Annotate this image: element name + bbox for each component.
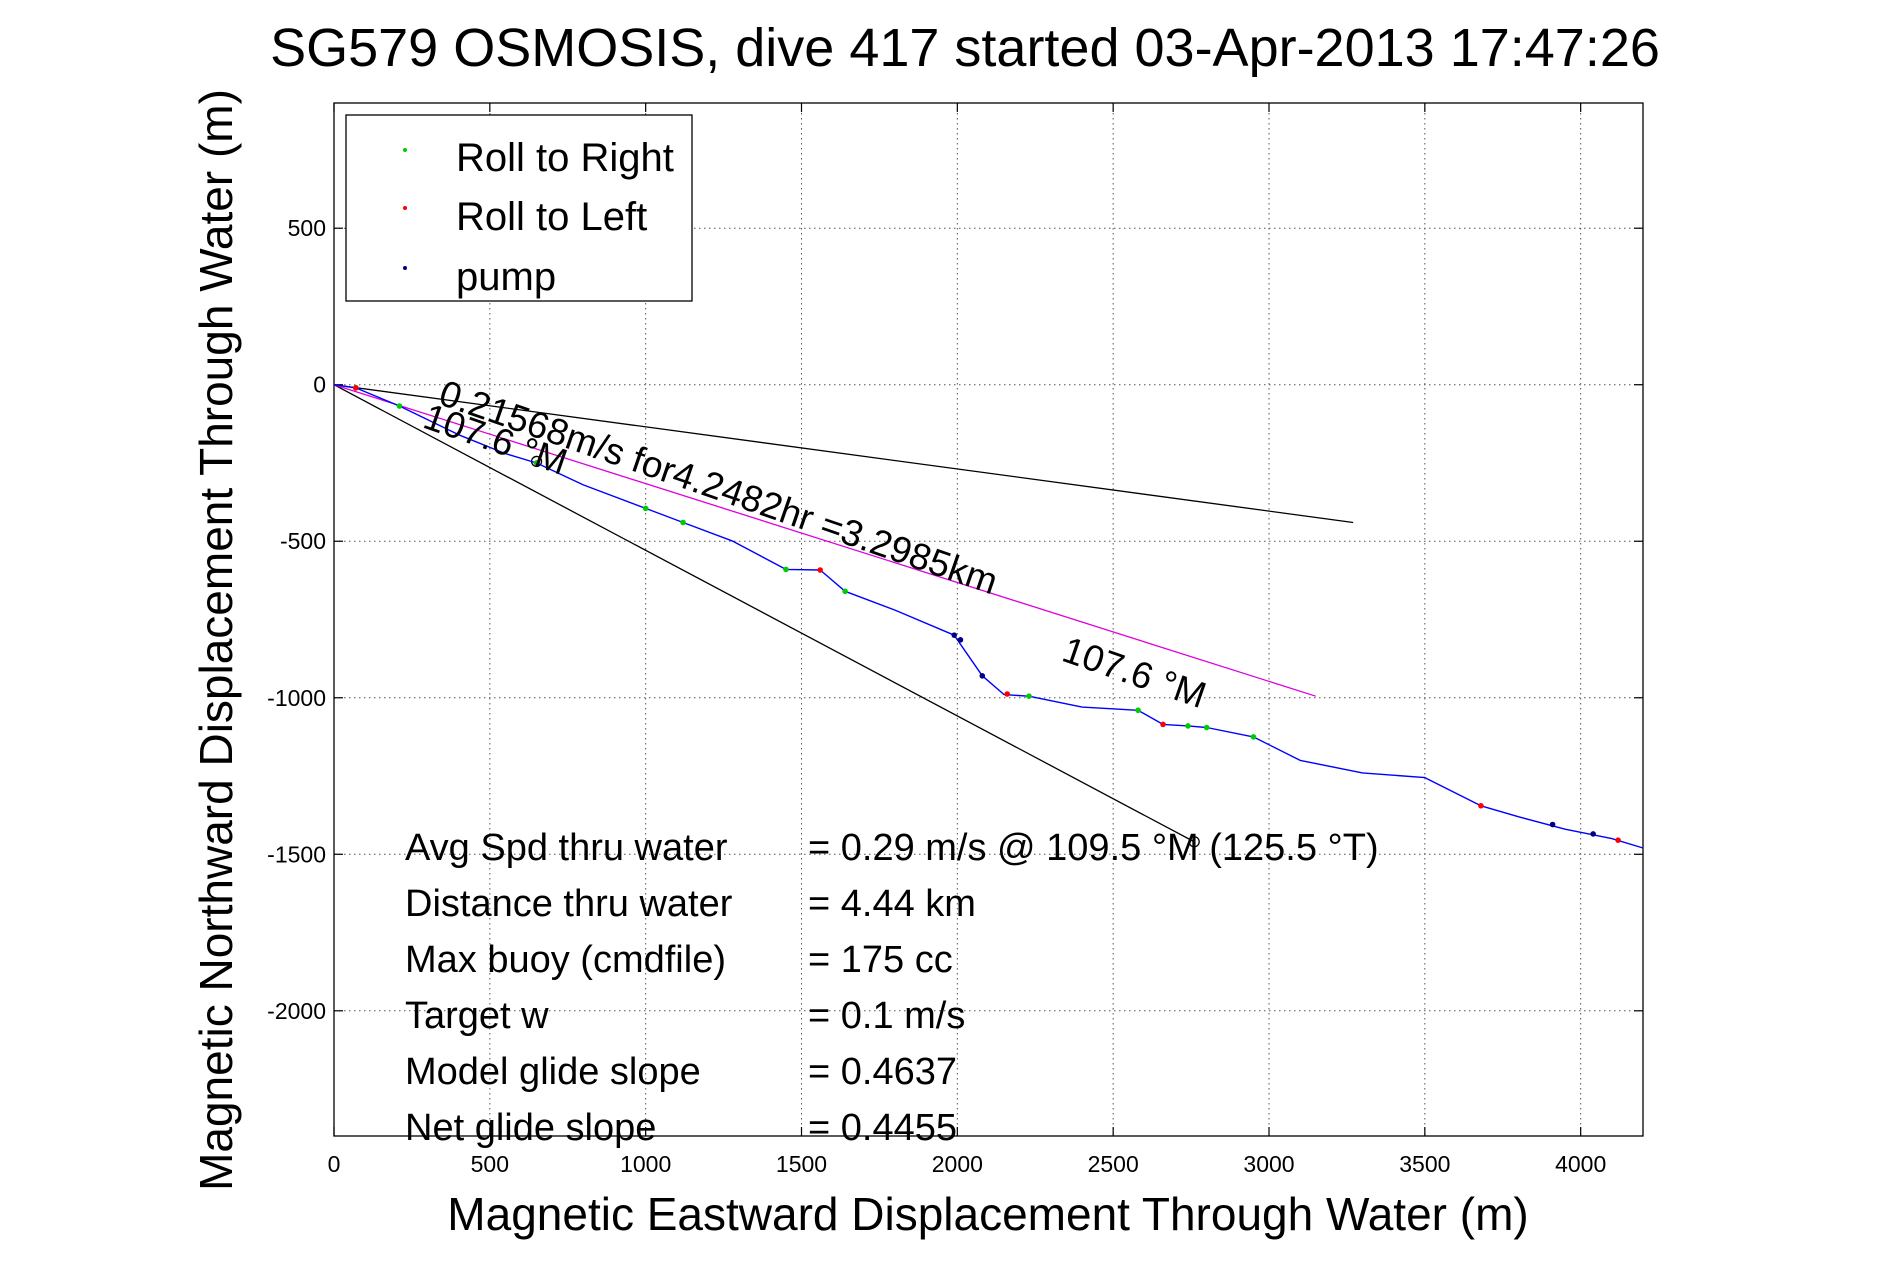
stat-label: Avg Spd thru water — [405, 827, 728, 869]
stat-value: = 0.1 m/s — [808, 995, 965, 1037]
x-tick-label: 0 — [328, 1151, 341, 1177]
stat-value: = 0.29 m/s @ 109.5 °M (125.5 °T) — [808, 827, 1379, 869]
roll-right-point — [1135, 707, 1141, 714]
stat-label: Distance thru water — [405, 883, 733, 925]
x-tick-label: 3500 — [1399, 1151, 1450, 1177]
x-tick-label: 1000 — [620, 1151, 671, 1177]
roll-right-point — [680, 519, 686, 526]
pump-point — [979, 673, 986, 679]
legend-marker-roll-left — [403, 206, 407, 210]
roll-left-point — [1478, 802, 1484, 809]
stat-label: Max buoy (cmdfile) — [405, 939, 726, 981]
plot-area-frame — [333, 102, 1644, 1137]
reference-line-2 — [333, 384, 1316, 697]
x-tick-label: 500 — [471, 1151, 509, 1177]
roll-right-point — [1203, 724, 1210, 731]
stat-value: = 175 cc — [808, 939, 953, 981]
track-group — [333, 384, 1644, 849]
y-axis-label: Magnetic Northward Displacement Through … — [190, 89, 242, 1191]
y-tick-label: -1500 — [267, 841, 326, 867]
y-tick-label: -1000 — [267, 685, 326, 711]
stat-value: = 4.44 km — [808, 883, 976, 925]
roll-right-point — [783, 566, 789, 573]
x-axis-label: Magnetic Eastward Displacement Through W… — [447, 1188, 1528, 1240]
reference-lines — [333, 384, 1354, 848]
roll-and-pump-points — [353, 385, 1621, 843]
roll-left-point — [1615, 837, 1621, 843]
legend-label-pump: pump — [456, 255, 556, 299]
pump-point — [1590, 831, 1596, 837]
roll-right-point — [396, 403, 403, 409]
axis-ticks: 0 500 1000 1500 2000 2500 3000 3500 4000 -2000 -15… — [267, 103, 1643, 1177]
track-line — [333, 384, 1644, 849]
reference-marker — [1188, 836, 1200, 848]
roll-left-point — [353, 385, 359, 391]
stat-label: Target w — [405, 995, 549, 1037]
pump-point — [951, 632, 958, 638]
legend: Roll to Right Roll to Left pump — [345, 114, 693, 302]
y-tick-label: 0 — [313, 372, 326, 398]
y-tick-label: 500 — [288, 215, 326, 241]
legend-marker-roll-right — [403, 148, 407, 152]
stat-label: Model glide slope — [405, 1051, 701, 1093]
x-tick-label: 2000 — [932, 1151, 983, 1177]
reference-line-0 — [333, 384, 1354, 524]
roll-left-point — [1160, 721, 1166, 728]
roll-right-point — [842, 588, 848, 595]
x-tick-label: 4000 — [1555, 1151, 1606, 1177]
legend-marker-pump — [403, 266, 407, 270]
legend-label-roll-left: Roll to Left — [456, 195, 647, 239]
stat-value: = 0.4455 — [808, 1107, 957, 1149]
x-tick-label: 2500 — [1088, 1151, 1139, 1177]
pump-point — [957, 637, 964, 643]
reference-line-1 — [333, 384, 1195, 843]
roll-right-point — [1250, 734, 1257, 740]
roll-right-point — [1026, 693, 1032, 699]
stat-label: Net glide slope — [405, 1107, 656, 1149]
grid — [333, 103, 1643, 1136]
roll-right-point — [642, 505, 649, 512]
y-tick-label: -500 — [280, 528, 326, 554]
pump-point — [1549, 821, 1556, 828]
x-tick-label: 1500 — [776, 1151, 827, 1177]
roll-right-point — [533, 460, 540, 466]
roll-left-point — [1004, 691, 1010, 697]
stat-value: = 0.4637 — [808, 1051, 957, 1093]
roll-left-point — [817, 567, 823, 573]
stats-block: Avg Spd thru water = 0.29 m/s @ 109.5 °M … — [405, 827, 1379, 1149]
y-tick-label: -2000 — [267, 998, 326, 1024]
x-tick-label: 3000 — [1243, 1151, 1294, 1177]
chart-title: SG579 OSMOSIS, dive 417 started 03-Apr-2… — [270, 18, 1660, 78]
roll-right-point — [1185, 723, 1191, 729]
legend-label-roll-right: Roll to Right — [456, 136, 674, 180]
